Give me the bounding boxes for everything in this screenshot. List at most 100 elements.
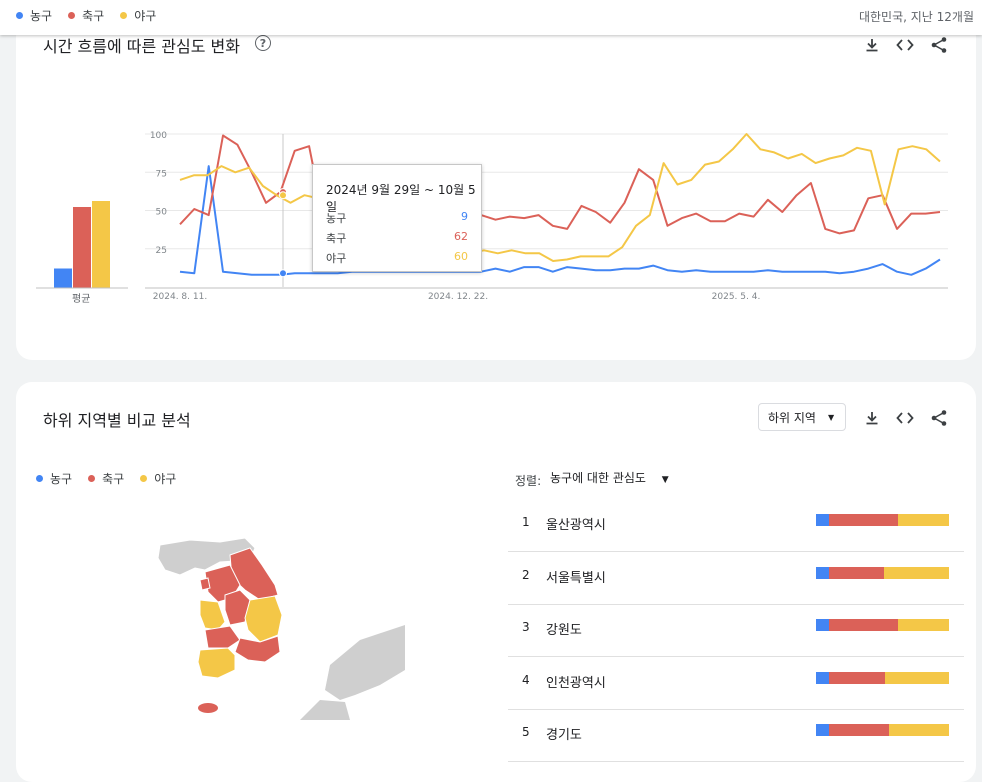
- download-icon[interactable]: [861, 407, 883, 429]
- download-icon[interactable]: [861, 34, 883, 56]
- top-legend: 농구 축구 야구: [16, 7, 172, 24]
- share-icon[interactable]: [928, 407, 950, 429]
- card-title: 하위 지역별 비교 분석: [43, 411, 191, 430]
- share-segment: [829, 724, 890, 736]
- rank-number: 5: [522, 725, 530, 739]
- rank-number: 3: [522, 620, 530, 634]
- region-scope[interactable]: 대한민국, 지난 12개월: [858, 10, 974, 24]
- hover-marker-2: [279, 191, 287, 200]
- share-bar: [816, 514, 949, 526]
- subregion-select[interactable]: 하위 지역 ▼: [758, 403, 846, 431]
- map-region-jeonnam: [197, 647, 236, 679]
- tooltip-date: 2024년 9월 29일 ~ 10월 5일: [326, 183, 476, 214]
- map-region-incheon: [199, 577, 211, 591]
- tooltip-row-basketball: 농구 9: [326, 210, 468, 226]
- share-bar: [816, 671, 949, 684]
- average-bar: [54, 268, 72, 288]
- legend-dot-icon: [140, 475, 148, 482]
- top-bar: 농구 축구 야구 대한민국, 지난 12개월: [0, 0, 982, 35]
- legend-item-basketball[interactable]: 농구: [16, 7, 52, 24]
- tooltip-label: 야구: [326, 252, 347, 265]
- ranking-row[interactable]: 1 울산광역시: [508, 499, 964, 552]
- region-name: 인천광역시: [546, 675, 606, 691]
- share-segment: [816, 566, 830, 579]
- share-segment: [898, 619, 949, 631]
- tooltip-value: 62: [454, 230, 468, 243]
- legend-dot-icon: [36, 475, 43, 482]
- legend-item-baseball[interactable]: 야구: [140, 470, 176, 487]
- help-icon[interactable]: ?: [255, 35, 271, 51]
- y-tick-label: 100: [150, 131, 167, 141]
- sort-select[interactable]: 농구에 대한 관심도 ▼: [550, 469, 669, 486]
- x-tick-label: 2025. 5. 4.: [712, 292, 761, 302]
- share-bar: [816, 619, 949, 631]
- x-tick-label: 2024. 12. 22.: [428, 292, 488, 302]
- rank-number: 2: [522, 567, 530, 582]
- share-segment: [829, 619, 899, 631]
- map-region-jeonbuk: [204, 625, 241, 649]
- map-region-japan: [325, 625, 405, 700]
- share-icon[interactable]: [928, 34, 950, 56]
- tooltip-value: 9: [461, 210, 468, 223]
- ranking-row[interactable]: 2 서울특별시: [508, 552, 964, 605]
- share-segment: [816, 619, 830, 631]
- legend-item-basketball[interactable]: 농구: [36, 470, 72, 487]
- average-label: 평균: [72, 294, 91, 305]
- dropdown-arrow-icon: ▼: [661, 475, 669, 485]
- tooltip-label: 축구: [326, 232, 347, 245]
- map-region-chungnam: [199, 599, 226, 631]
- ranking-row[interactable]: 3 강원도: [508, 604, 964, 657]
- region-name: 경기도: [546, 728, 582, 743]
- y-tick-label: 75: [156, 169, 167, 179]
- series-line-1: [179, 134, 941, 235]
- sort-label: 정렬:: [515, 474, 542, 488]
- legend-label: 농구: [50, 472, 73, 486]
- share-segment: [889, 724, 949, 736]
- region-name: 울산광역시: [546, 518, 606, 533]
- legend-dot-icon: [120, 12, 128, 19]
- legend-label: 축구: [82, 9, 105, 23]
- map-region-japan-south: [300, 700, 350, 720]
- map-region-jeju: [198, 703, 218, 713]
- series-line-2: [179, 133, 941, 262]
- legend-label: 축구: [102, 472, 125, 486]
- region-name: 강원도: [546, 623, 582, 638]
- embed-icon[interactable]: [894, 34, 916, 56]
- share-segment: [816, 514, 830, 526]
- interest-over-time-card: [16, 20, 976, 360]
- share-segment: [898, 514, 949, 526]
- chart-tooltip: 2024년 9월 29일 ~ 10월 5일 농구 9 축구 62 야구 60: [312, 164, 482, 272]
- share-bar: [816, 724, 949, 736]
- dropdown-arrow-icon: ▼: [827, 412, 835, 422]
- tooltip-row-soccer: 축구 62: [326, 230, 468, 246]
- share-segment: [829, 566, 884, 579]
- legend-dot-icon: [16, 12, 23, 19]
- legend-item-soccer[interactable]: 축구: [68, 7, 104, 24]
- legend-dot-icon: [88, 475, 96, 482]
- interest-line-chart: 25 50 75 100 2024. 8. 11. 2024. 12. 22. 2025. …: [36, 131, 948, 302]
- embed-icon[interactable]: [894, 407, 916, 429]
- tooltip-label: 농구: [326, 212, 347, 225]
- x-tick-label: 2024. 8. 11.: [153, 292, 207, 302]
- legend-label: 야구: [134, 9, 157, 23]
- subregion-card: [16, 382, 976, 782]
- share-bar: [816, 566, 949, 579]
- average-bar: [73, 207, 91, 288]
- region-name: 서울특별시: [546, 570, 606, 586]
- ranking-row[interactable]: 5 경기도: [508, 709, 964, 762]
- map-region-north: [157, 537, 256, 576]
- legend-item-soccer[interactable]: 축구: [88, 470, 124, 487]
- legend-label: 야구: [154, 472, 177, 486]
- ranking-row[interactable]: 4 인천광역시: [508, 657, 964, 710]
- share-segment: [829, 514, 899, 526]
- share-segment: [885, 671, 949, 684]
- share-segment: [883, 566, 949, 579]
- rank-number: 1: [522, 515, 530, 529]
- legend-item-baseball[interactable]: 야구: [120, 7, 156, 24]
- average-bar: [92, 201, 110, 288]
- korea-region-map[interactable]: [100, 530, 410, 730]
- legend-dot-icon: [68, 12, 76, 19]
- tooltip-row-baseball: 야구 60: [326, 250, 468, 266]
- map-region-chungbuk: [224, 589, 251, 626]
- hover-marker-0: [279, 269, 287, 278]
